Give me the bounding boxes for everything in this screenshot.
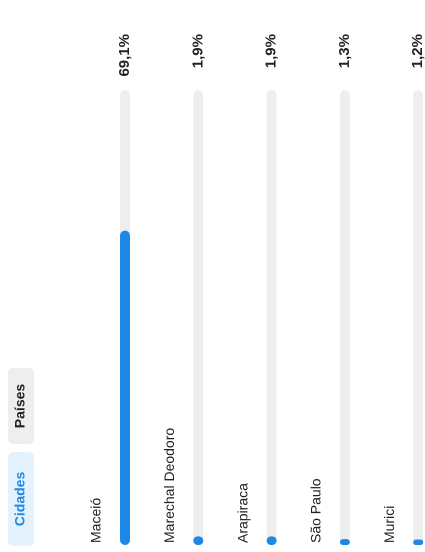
tab[interactable] bbox=[8, 452, 34, 546]
value-label: 69,1% bbox=[116, 34, 133, 77]
bar bbox=[193, 536, 204, 545]
value-label: 1,2% bbox=[409, 34, 425, 68]
bar-track bbox=[266, 90, 277, 545]
value-label: 1,9% bbox=[263, 34, 280, 68]
row-label: Marechal Deodoro bbox=[161, 428, 177, 543]
value-label: 1,9% bbox=[189, 34, 206, 68]
bar-track bbox=[339, 90, 350, 545]
tab[interactable] bbox=[8, 368, 34, 444]
tab-label[interactable]: Países bbox=[12, 384, 28, 429]
row-label: Murici bbox=[381, 506, 397, 543]
value-label: 1,3% bbox=[336, 34, 353, 68]
bar bbox=[120, 230, 130, 545]
bar-track bbox=[193, 90, 204, 545]
bar-track bbox=[413, 90, 424, 545]
bar bbox=[339, 539, 350, 545]
row-label: Arapiraca bbox=[234, 483, 250, 543]
row-label: Maceió bbox=[88, 498, 104, 543]
bar bbox=[266, 536, 277, 545]
bar bbox=[413, 539, 424, 545]
row-label: São Paulo bbox=[308, 478, 324, 543]
tab-label[interactable]: Cidades bbox=[12, 472, 28, 527]
